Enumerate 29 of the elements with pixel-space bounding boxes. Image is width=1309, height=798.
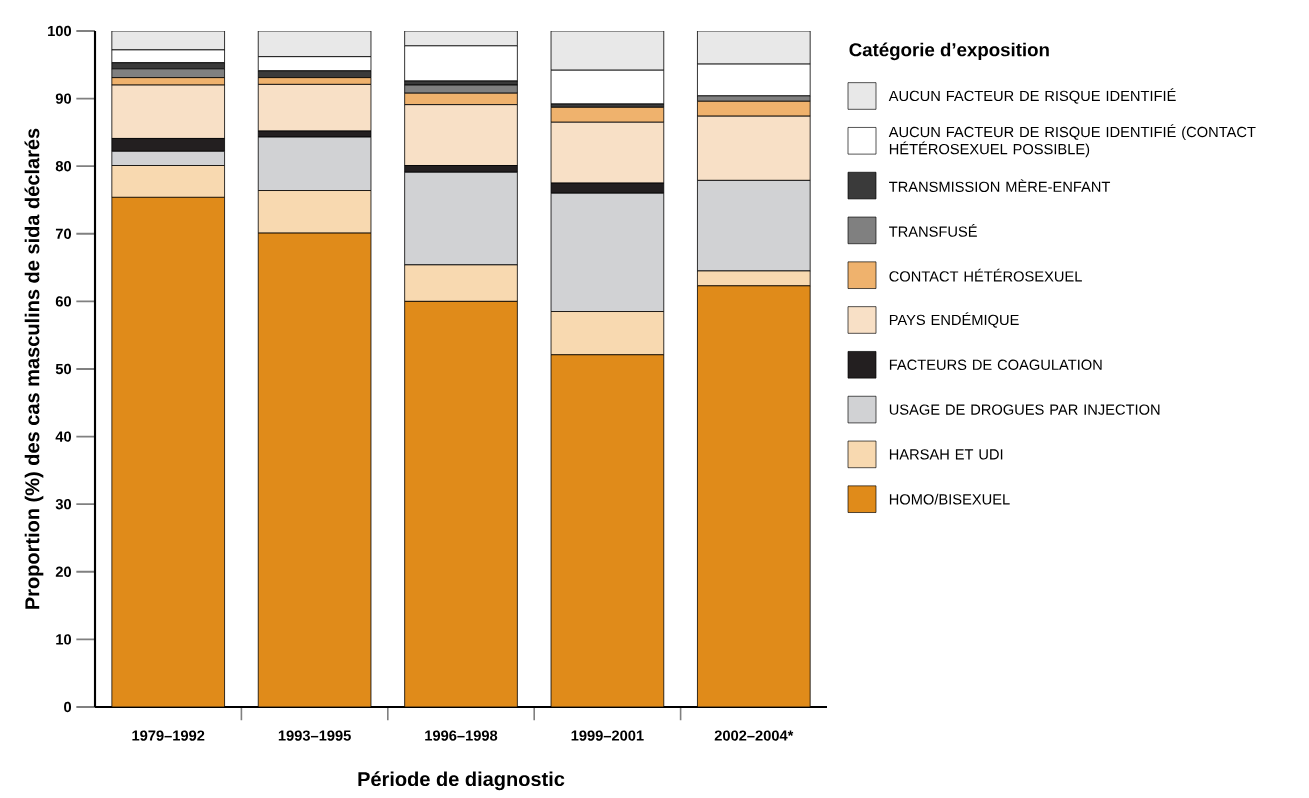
x-tick-label: 1999–2001 <box>571 730 644 741</box>
x-tick-label: 1979–1992 <box>132 730 205 741</box>
legend-label: TRANSFUSÉ <box>889 223 977 237</box>
y-tick-label: 60 <box>55 296 72 307</box>
y-tick-label: 20 <box>55 566 72 577</box>
x-tick-label: 2002–2004* <box>714 730 794 741</box>
legend-label: AUCUN FACTEUR DE RISQUE IDENTIFIÉ (CONTACT HÉTÉROSEXUEL POSSIBLE) <box>888 124 1256 158</box>
legend-title: Catégorie d’exposition <box>849 42 1049 61</box>
legend-label: FACTEURS DE COAGULATION <box>889 359 1102 370</box>
y-tick-label: 70 <box>55 228 72 239</box>
y-tick-label: 80 <box>55 161 72 172</box>
y-tick-label: 90 <box>55 93 72 104</box>
legend-label: TRANSMISSION MÈRE-ENFANT <box>889 179 1111 193</box>
legend-label: PAYS ENDÉMIQUE <box>889 312 1019 328</box>
y-tick-label: 100 <box>48 25 72 37</box>
legend-label: USAGE DE DROGUES PAR INJECTION <box>889 404 1160 415</box>
y-tick-label: 50 <box>55 363 72 375</box>
y-tick-label: 0 <box>64 701 72 713</box>
legend-label: HARSAH ET UDI <box>889 449 1003 460</box>
legend-label: HOMO/BISEXUEL <box>889 493 1010 505</box>
y-tick-label: 40 <box>55 431 72 442</box>
legend-label: CONTACT HÉTÉROSEXUEL <box>889 268 1082 282</box>
x-axis-title: Période de diagnostic <box>358 771 565 791</box>
x-tick-label: 1993–1995 <box>278 730 351 741</box>
x-tick-label: 1996–1998 <box>425 730 498 741</box>
y-tick-label: 10 <box>56 634 72 645</box>
legend-label: AUCUN FACTEUR DE RISQUE IDENTIFIÉ <box>888 88 1176 104</box>
y-tick-label: 30 <box>55 499 72 510</box>
y-axis-title: Proportion (%) des cas masculins de sida déclarés <box>24 128 44 609</box>
